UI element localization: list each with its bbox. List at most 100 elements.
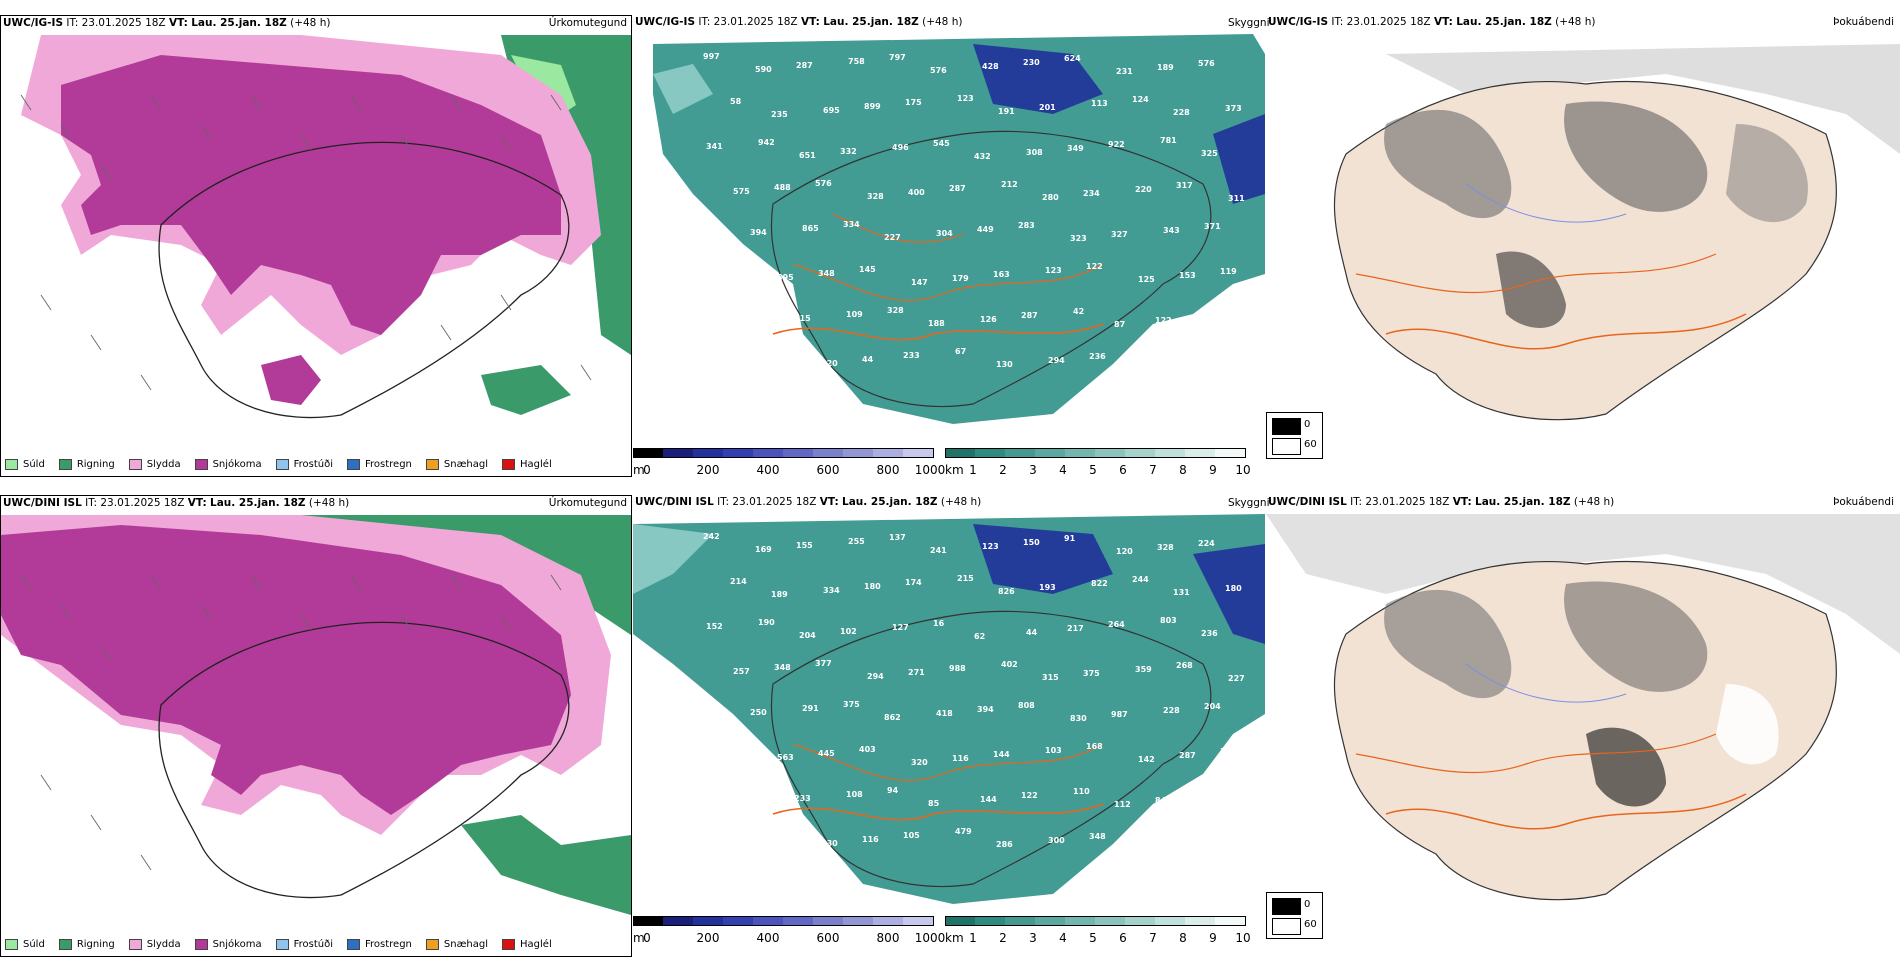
cloud-base-value: 122 — [1155, 316, 1172, 325]
cloud-base-value: 563 — [777, 753, 794, 762]
cloud-base-value: 479 — [955, 827, 972, 836]
legend-item: Snæhagl — [425, 459, 488, 470]
cloud-base-value: 327 — [1111, 230, 1128, 239]
cloud-base-value: 988 — [949, 664, 966, 673]
cloud-base-value: 235 — [771, 110, 788, 119]
cloud-base-value: 110 — [1073, 787, 1090, 796]
cloud-base-value: 576 — [930, 66, 947, 75]
cloud-base-value: 190 — [758, 618, 775, 627]
cloud-base-value: 116 — [952, 754, 969, 763]
cloud-base-value: 287 — [949, 184, 966, 193]
cloud-base-value: 94 — [887, 786, 899, 795]
cloud-base-value: 233 — [794, 794, 811, 803]
cloud-base-value: 144 — [980, 795, 997, 804]
cloud-base-value: 287 — [796, 61, 813, 70]
cloud-base-value: 576 — [1198, 59, 1215, 68]
legend-item: Súld — [5, 939, 45, 950]
cloud-base-value: 193 — [1039, 583, 1056, 592]
cloud-base-value: 418 — [936, 709, 953, 718]
legend-item: Snjókoma — [194, 939, 262, 950]
cloud-base-value: 488 — [774, 183, 791, 192]
cloud-base-value: 231 — [1116, 67, 1133, 76]
cloud-base-value: 122 — [1086, 262, 1103, 271]
legend-item: Slydda — [128, 939, 181, 950]
cloud-base-value: 781 — [1160, 136, 1177, 145]
cloud-base-value: 264 — [1108, 620, 1125, 629]
cloud-base-value: 125 — [1138, 275, 1155, 284]
cloud-base-value: 102 — [840, 627, 857, 636]
cloud-base-value: 320 — [911, 758, 928, 767]
cloud-base-value: 52 — [728, 830, 739, 839]
fog-key: 0 60 — [1266, 892, 1323, 939]
cloud-base-value: 255 — [709, 712, 726, 721]
cloud-base-value: 478 — [1130, 828, 1147, 837]
cloud-base-value: 180 — [864, 582, 881, 591]
cloud-base-value: 220 — [1135, 185, 1152, 194]
cloud-base-value: 241 — [930, 546, 947, 555]
legend-item: Haglél — [502, 459, 552, 470]
cloud-base-value: 192 — [753, 798, 770, 807]
cloud-base-value: 320 — [725, 277, 742, 286]
cloud-base-value: 169 — [755, 545, 772, 554]
legend-item: Slydda — [128, 459, 181, 470]
cloud-base-value: 123 — [957, 94, 974, 103]
cloud-base-value: 119 — [1220, 267, 1237, 276]
cloud-base-value: 797 — [889, 53, 906, 62]
cloud-base-value: 287 — [1179, 751, 1196, 760]
precip-legend: Súld Rigning Slydda Snjókoma Frostúði Fr… — [5, 939, 566, 950]
cloud-base-value: 87 — [1114, 320, 1125, 329]
cloud-base-value: 174 — [905, 578, 922, 587]
cloud-base-value: 179 — [728, 350, 745, 359]
cloud-base-value: 67 — [955, 347, 966, 356]
cloud-base-value: 286 — [709, 232, 726, 241]
cloud-base-value: 230 — [1023, 58, 1040, 67]
cloud-base-value: 899 — [864, 102, 881, 111]
cloud-base-value: 291 — [802, 704, 819, 713]
cloud-base-value: 127 — [892, 623, 909, 632]
cloud-base-value: 188 — [928, 319, 945, 328]
cloud-base-value: 496 — [892, 143, 909, 152]
cloud-base-value: 145 — [859, 265, 876, 274]
cloud-base-value: 830 — [1070, 714, 1087, 723]
cloud-base-value: 97 — [1207, 312, 1218, 321]
cloud-base-value: 84 — [1155, 796, 1167, 805]
cloud-base-value: 122 — [1021, 791, 1038, 800]
cloud-base-value: 233 — [903, 351, 920, 360]
cloud-base-value: 348 — [1089, 832, 1106, 841]
cloud-base-value: 576 — [815, 179, 832, 188]
cloud-base-value: 394 — [977, 705, 994, 714]
cloud-base-value: 428 — [982, 62, 999, 71]
legend-item: Frostregn — [347, 939, 412, 950]
cloud-base-value: 328 — [1157, 543, 1174, 552]
cloud-base-value: 42 — [1073, 307, 1084, 316]
panel-title: UWC/IG-IS IT: 23.01.2025 18Z VT: Lau. 25… — [3, 17, 331, 29]
cloud-base-value: 124 — [1132, 95, 1149, 104]
legend-item: Haglél — [502, 939, 552, 950]
cloud-base-value: 152 — [706, 622, 723, 631]
cloud-base-value: 179 — [952, 274, 969, 283]
cloud-base-value: 168 — [1086, 742, 1103, 751]
cloud-base-value: 123 — [1045, 266, 1062, 275]
panel-variable-label: Þokuábendi — [1833, 16, 1894, 28]
cloud-base-value: 334 — [843, 220, 860, 229]
cloud-base-value: 62 — [974, 632, 985, 641]
cloud-base-value: 343 — [1163, 226, 1180, 235]
cloud-base-value: 323 — [1070, 234, 1087, 243]
cloud-base-value: 255 — [848, 537, 865, 546]
cloud-base-value: 215 — [957, 574, 974, 583]
cloud-base-value: 371 — [1204, 222, 1221, 231]
cloud-base-value: 317 — [1176, 181, 1193, 190]
cloud-base-value: 348 — [818, 269, 835, 278]
cloud-base-value: 44 — [862, 355, 874, 364]
cloud-base-labels: 997 590 287 758 797 576 428 230 624 231 189 576 58 23… — [703, 52, 1245, 369]
cloud-panel-top: UWC/IG-IS IT: 23.01.2025 18Z VT: Lau. 25… — [633, 15, 1270, 477]
cloud-base-value: 147 — [911, 278, 928, 287]
cloud-base-value: 163 — [993, 270, 1010, 279]
cloud-base-value: 341 — [706, 142, 723, 151]
cloud-base-value: 91 — [1064, 534, 1076, 543]
panel-title: UWC/DINI ISL IT: 23.01.2025 18Z VT: Lau.… — [1268, 496, 1615, 508]
cloud-panel-bottom: UWC/DINI ISL IT: 23.01.2025 18Z VT: Lau.… — [633, 495, 1270, 950]
cloud-base-value: 44 — [1026, 628, 1038, 637]
cloud-base-value: 175 — [905, 98, 922, 107]
cloud-base-value: 224 — [1198, 539, 1215, 548]
